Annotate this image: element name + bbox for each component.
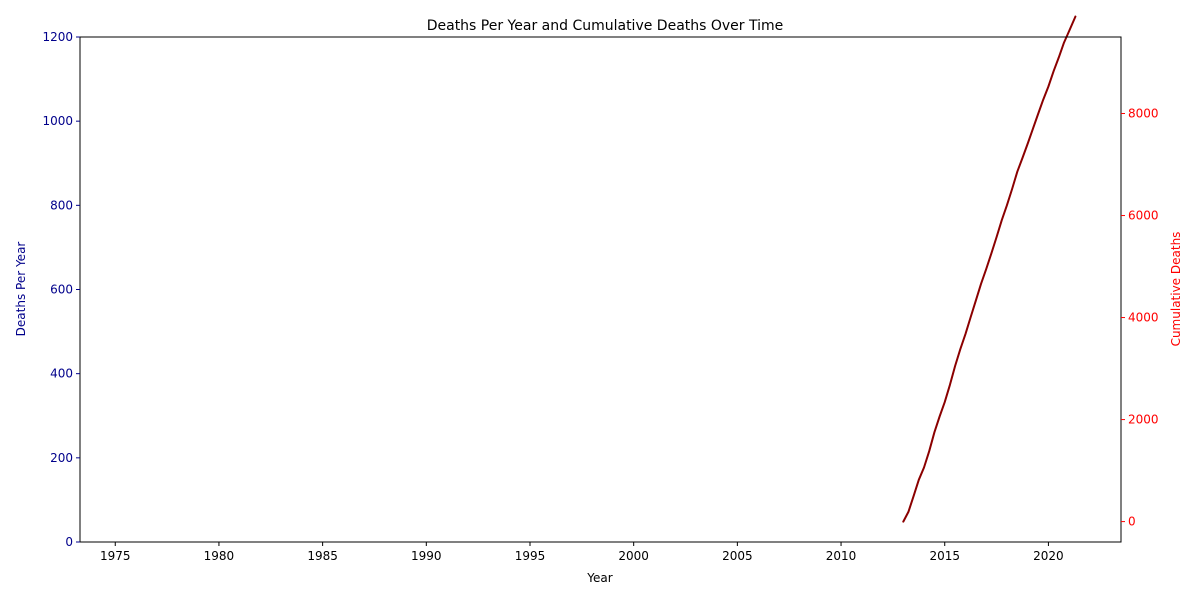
x-tick-label: 1980 bbox=[204, 549, 235, 563]
y-tick-label: 0 bbox=[65, 535, 73, 549]
chart-title: Deaths Per Year and Cumulative Deaths Ov… bbox=[427, 18, 784, 34]
y-axis-label: Deaths Per Year bbox=[14, 242, 28, 337]
x-tick-label: 1990 bbox=[411, 549, 442, 563]
y2-tick-label: 0 bbox=[1128, 515, 1136, 529]
y-tick-label: 1000 bbox=[42, 114, 73, 128]
y2-axis-label: Cumulative Deaths bbox=[1169, 232, 1183, 347]
y2-tick-label: 2000 bbox=[1128, 413, 1159, 427]
x-tick-label: 2020 bbox=[1033, 549, 1064, 563]
x-tick-label: 2005 bbox=[722, 549, 753, 563]
y-tick-label: 800 bbox=[50, 198, 73, 212]
x-tick-label: 2015 bbox=[929, 549, 960, 563]
y2-tick-label: 4000 bbox=[1128, 311, 1159, 325]
x-tick-label: 1995 bbox=[515, 549, 546, 563]
x-axis-label: Year bbox=[586, 571, 612, 585]
y-tick-label: 1200 bbox=[42, 30, 73, 44]
x-tick-label: 2010 bbox=[826, 549, 857, 563]
x-tick-label: 1975 bbox=[100, 549, 131, 563]
x-tick-label: 2000 bbox=[618, 549, 649, 563]
x-tick-label: 1985 bbox=[307, 549, 338, 563]
plot-area: 1975 1980 1985 1990 1995 2000 2005 2010 2015 2020… bbox=[42, 15, 1159, 563]
y-tick-label: 200 bbox=[50, 451, 73, 465]
y2-tick-label: 8000 bbox=[1128, 107, 1159, 121]
y-tick-label: 400 bbox=[50, 367, 73, 381]
y2-tick-label: 6000 bbox=[1128, 209, 1159, 223]
y-tick-label: 600 bbox=[50, 283, 73, 297]
series-line-cumulative-deaths bbox=[902, 15, 1077, 523]
